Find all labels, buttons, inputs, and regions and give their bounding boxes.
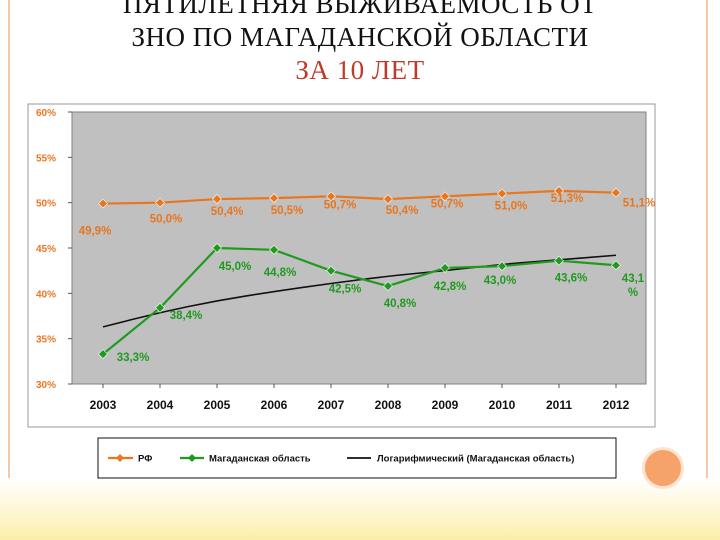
legend-rf-marker: [116, 454, 124, 462]
title-line-1: ПЯТИЛЕТНЯЯ ВЫЖИВАЕМОСТЬ ОТ: [122, 0, 598, 19]
slide-title: ПЯТИЛЕТНЯЯ ВЫЖИВАЕМОСТЬ ОТ ЗНО ПО МАГАДА…: [0, 0, 720, 87]
legend-trend-label: Логарифмический (Магаданская область): [377, 454, 574, 465]
rf-point: [212, 194, 222, 204]
rf-line: [102, 189, 617, 205]
decor-circle: [642, 447, 684, 489]
magadan-data-label: 43,1%: [622, 273, 645, 299]
rf-data-label: 51,1%: [623, 198, 656, 210]
magadan-point: [554, 255, 564, 266]
magadan-line: [102, 246, 617, 355]
rf-point: [269, 193, 279, 204]
title-line-3: ЗА 10 ЛЕТ: [295, 55, 425, 85]
bottom-decor-band: [0, 478, 720, 540]
y-tick-label: 45%: [36, 244, 56, 255]
magadan-point: [269, 244, 279, 255]
rf-data-label: 51,0%: [495, 201, 528, 213]
rf-data-label: 50,5%: [271, 205, 304, 217]
rf-data-label: 50,7%: [431, 198, 464, 210]
magadan-point: [440, 263, 450, 273]
y-tick-label: 50%: [36, 199, 56, 210]
magadan-point: [383, 281, 393, 292]
rf-point: [611, 187, 621, 198]
legend-rf-label: РФ: [138, 454, 152, 465]
magadan-data-label: 42,5%: [329, 284, 362, 296]
magadan-data-label: 38,4%: [170, 310, 203, 322]
magadan-data-label: 43,0%: [484, 275, 517, 287]
rf-point: [98, 198, 108, 209]
rf-point: [326, 191, 336, 202]
magadan-point: [611, 260, 621, 271]
x-tick-label: 2012: [603, 398, 630, 412]
rf-data-label: 50,0%: [150, 214, 183, 226]
rf-data-label: 50,4%: [211, 206, 244, 218]
x-tick-label: 2009: [432, 398, 459, 412]
rf-data-label: 50,4%: [386, 205, 419, 217]
rf-data-label: 49,9%: [79, 226, 112, 238]
rf-data-label: 51,3%: [551, 193, 584, 205]
x-tick-label: 2011: [546, 398, 572, 412]
magadan-data-label-part: %: [628, 287, 638, 299]
y-tick-label: 35%: [36, 335, 56, 346]
rf-point: [440, 191, 450, 202]
x-tick-label: 2003: [90, 398, 117, 412]
x-tick-label: 2004: [147, 398, 174, 412]
magadan-data-label: 42,8%: [434, 281, 467, 293]
x-tick-label: 2008: [375, 398, 402, 412]
rf-point: [554, 185, 564, 196]
magadan-point: [497, 261, 507, 272]
x-tick-label: 2007: [318, 398, 345, 412]
magadan-point: [212, 243, 222, 253]
y-tick-label: 60%: [36, 108, 56, 119]
magadan-data-label: 33,3%: [117, 352, 150, 364]
magadan-data-label: 40,8%: [384, 298, 417, 310]
y-tick-label: 30%: [36, 380, 56, 391]
magadan-data-label-part: 43,1: [622, 273, 645, 285]
magadan-point: [98, 349, 108, 360]
magadan-data-label: 43,6%: [555, 273, 588, 285]
magadan-point: [155, 302, 165, 313]
x-tick-label: 2005: [204, 398, 231, 412]
x-tick-label: 2010: [489, 398, 516, 412]
magadan-point: [326, 265, 336, 276]
rf-point: [383, 194, 393, 204]
title-line-2: ЗНО ПО МАГАДАНСКОЙ ОБЛАСТИ: [131, 22, 589, 52]
legend-magadan-label: Магаданская область: [209, 454, 311, 465]
plot-area: [71, 111, 647, 385]
rf-data-label: 50,7%: [324, 199, 357, 211]
rf-point: [497, 188, 507, 199]
magadan-data-label: 44,8%: [264, 267, 297, 279]
y-tick-label: 40%: [36, 289, 56, 300]
legend-magadan-marker: [188, 454, 196, 462]
rf-point: [155, 197, 165, 208]
slide-border: [8, 0, 708, 530]
magadan-data-label: 45,0%: [219, 261, 252, 273]
x-tick-label: 2006: [261, 398, 288, 412]
y-tick-label: 55%: [36, 153, 56, 164]
